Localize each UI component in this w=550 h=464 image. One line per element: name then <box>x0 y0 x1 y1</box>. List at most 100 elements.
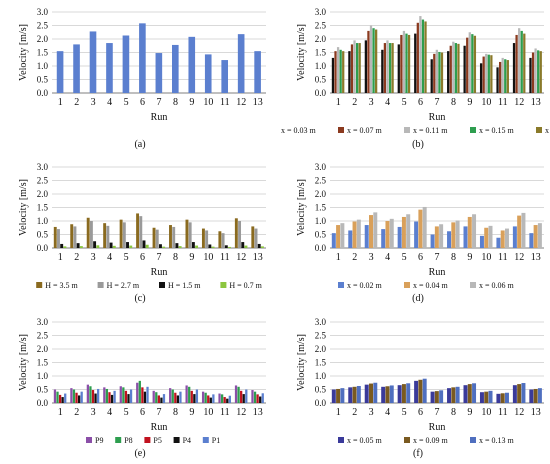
bar <box>406 383 411 403</box>
bar <box>96 245 100 248</box>
bar <box>179 391 182 403</box>
bar <box>174 392 177 403</box>
bar <box>418 379 423 403</box>
y-tick-label: 2.0 <box>37 189 49 199</box>
bar <box>406 214 411 248</box>
legend-label: x = 0.11 m <box>413 126 448 135</box>
x-tick-label: 12 <box>236 252 246 263</box>
x-tick-label: 5 <box>402 97 407 108</box>
bar <box>447 51 450 93</box>
bar <box>369 25 373 93</box>
bar <box>534 48 537 93</box>
bar <box>89 31 97 93</box>
x-tick-label: 11 <box>498 252 508 263</box>
x-axis-title: Run <box>151 422 168 433</box>
y-tick-label: 1.0 <box>315 371 327 381</box>
bar <box>381 386 386 403</box>
bar <box>364 40 368 93</box>
bar <box>188 36 196 93</box>
legend-label: H = 0.7 m <box>229 281 262 290</box>
bar <box>537 223 542 248</box>
bar <box>162 246 166 248</box>
legend-swatch <box>338 437 344 443</box>
x-axis-title: Run <box>151 112 168 123</box>
bar <box>86 384 90 403</box>
x-tick-label: 6 <box>418 97 423 108</box>
bar <box>421 19 425 94</box>
bar <box>172 44 179 93</box>
y-tick-label: 3.0 <box>37 162 49 172</box>
y-tick-label: 2.5 <box>315 21 327 31</box>
bar <box>119 386 122 403</box>
legend-label: x = 0.03 m <box>281 126 317 135</box>
legend-label: x = 0.13 m <box>479 436 515 445</box>
bar <box>512 385 517 403</box>
bar <box>188 386 191 403</box>
bar <box>512 43 516 93</box>
x-axis-title: Run <box>429 422 446 433</box>
x-tick-label: 4 <box>385 407 390 418</box>
bar <box>178 246 182 248</box>
bar <box>155 229 159 248</box>
x-tick-label: 9 <box>189 407 194 418</box>
bar <box>529 57 532 93</box>
legend-label: x = 0.05 m <box>347 436 383 445</box>
y-tick-label: 3.0 <box>37 317 49 327</box>
bar <box>103 223 107 248</box>
bar <box>472 214 477 248</box>
y-tick-label: 2.0 <box>315 34 327 44</box>
x-axis-title: Run <box>429 112 446 123</box>
bar <box>348 387 353 403</box>
bar <box>218 393 221 403</box>
x-tick-label: 4 <box>385 252 390 263</box>
bar <box>364 384 369 403</box>
bar <box>388 43 392 93</box>
x-tick-label: 2 <box>74 252 79 263</box>
bar <box>447 231 452 248</box>
bar <box>191 242 195 248</box>
x-tick-label: 7 <box>435 97 440 108</box>
bar <box>138 380 141 403</box>
y-tick-label: 2.5 <box>37 331 49 341</box>
bar <box>126 242 129 248</box>
x-tick-label: 8 <box>451 407 456 418</box>
x-tick-label: 13 <box>253 97 263 108</box>
bar <box>414 33 417 93</box>
bar <box>356 385 361 403</box>
bar <box>77 395 81 403</box>
x-tick-label: 1 <box>336 407 341 418</box>
chart-c: 0.0 0.5 1.0 1.5 2.0 2.5 3.0 Velocity [m/s] 1 2 3 4 5… <box>18 162 266 290</box>
x-tick-label: 13 <box>531 97 541 108</box>
x-tick-label: 9 <box>189 252 194 263</box>
y-tick-label: 1.5 <box>37 48 49 58</box>
y-axis-title: Velocity [m/s] <box>18 24 29 81</box>
bar <box>529 233 534 248</box>
y-tick-label: 2.5 <box>37 21 49 31</box>
x-axis-title: Run <box>429 267 446 278</box>
bar <box>454 43 458 93</box>
bar <box>89 386 92 403</box>
bar <box>211 246 215 248</box>
bar <box>103 387 106 403</box>
x-tick-label: 1 <box>336 97 341 108</box>
bar <box>63 246 67 248</box>
x-tick-label: 10 <box>203 252 213 263</box>
x-tick-label: 4 <box>107 97 112 108</box>
x-tick-label: 4 <box>107 252 112 263</box>
legend-swatch <box>338 282 344 288</box>
bar <box>418 209 423 248</box>
bar <box>106 43 113 93</box>
y-tick-label: 0.0 <box>37 88 49 98</box>
bar <box>122 387 125 403</box>
bar <box>190 390 193 403</box>
bar <box>434 391 439 403</box>
y-tick-label: 3.0 <box>315 7 327 17</box>
panel-label-b: (b) <box>412 139 424 150</box>
x-tick-label: 8 <box>173 407 178 418</box>
bar <box>517 384 522 403</box>
bar <box>155 392 158 403</box>
x-tick-label: 13 <box>531 252 541 263</box>
x-tick-label: 2 <box>352 97 357 108</box>
bar <box>228 246 231 248</box>
legend-label: H = 1.5 m <box>168 281 201 290</box>
